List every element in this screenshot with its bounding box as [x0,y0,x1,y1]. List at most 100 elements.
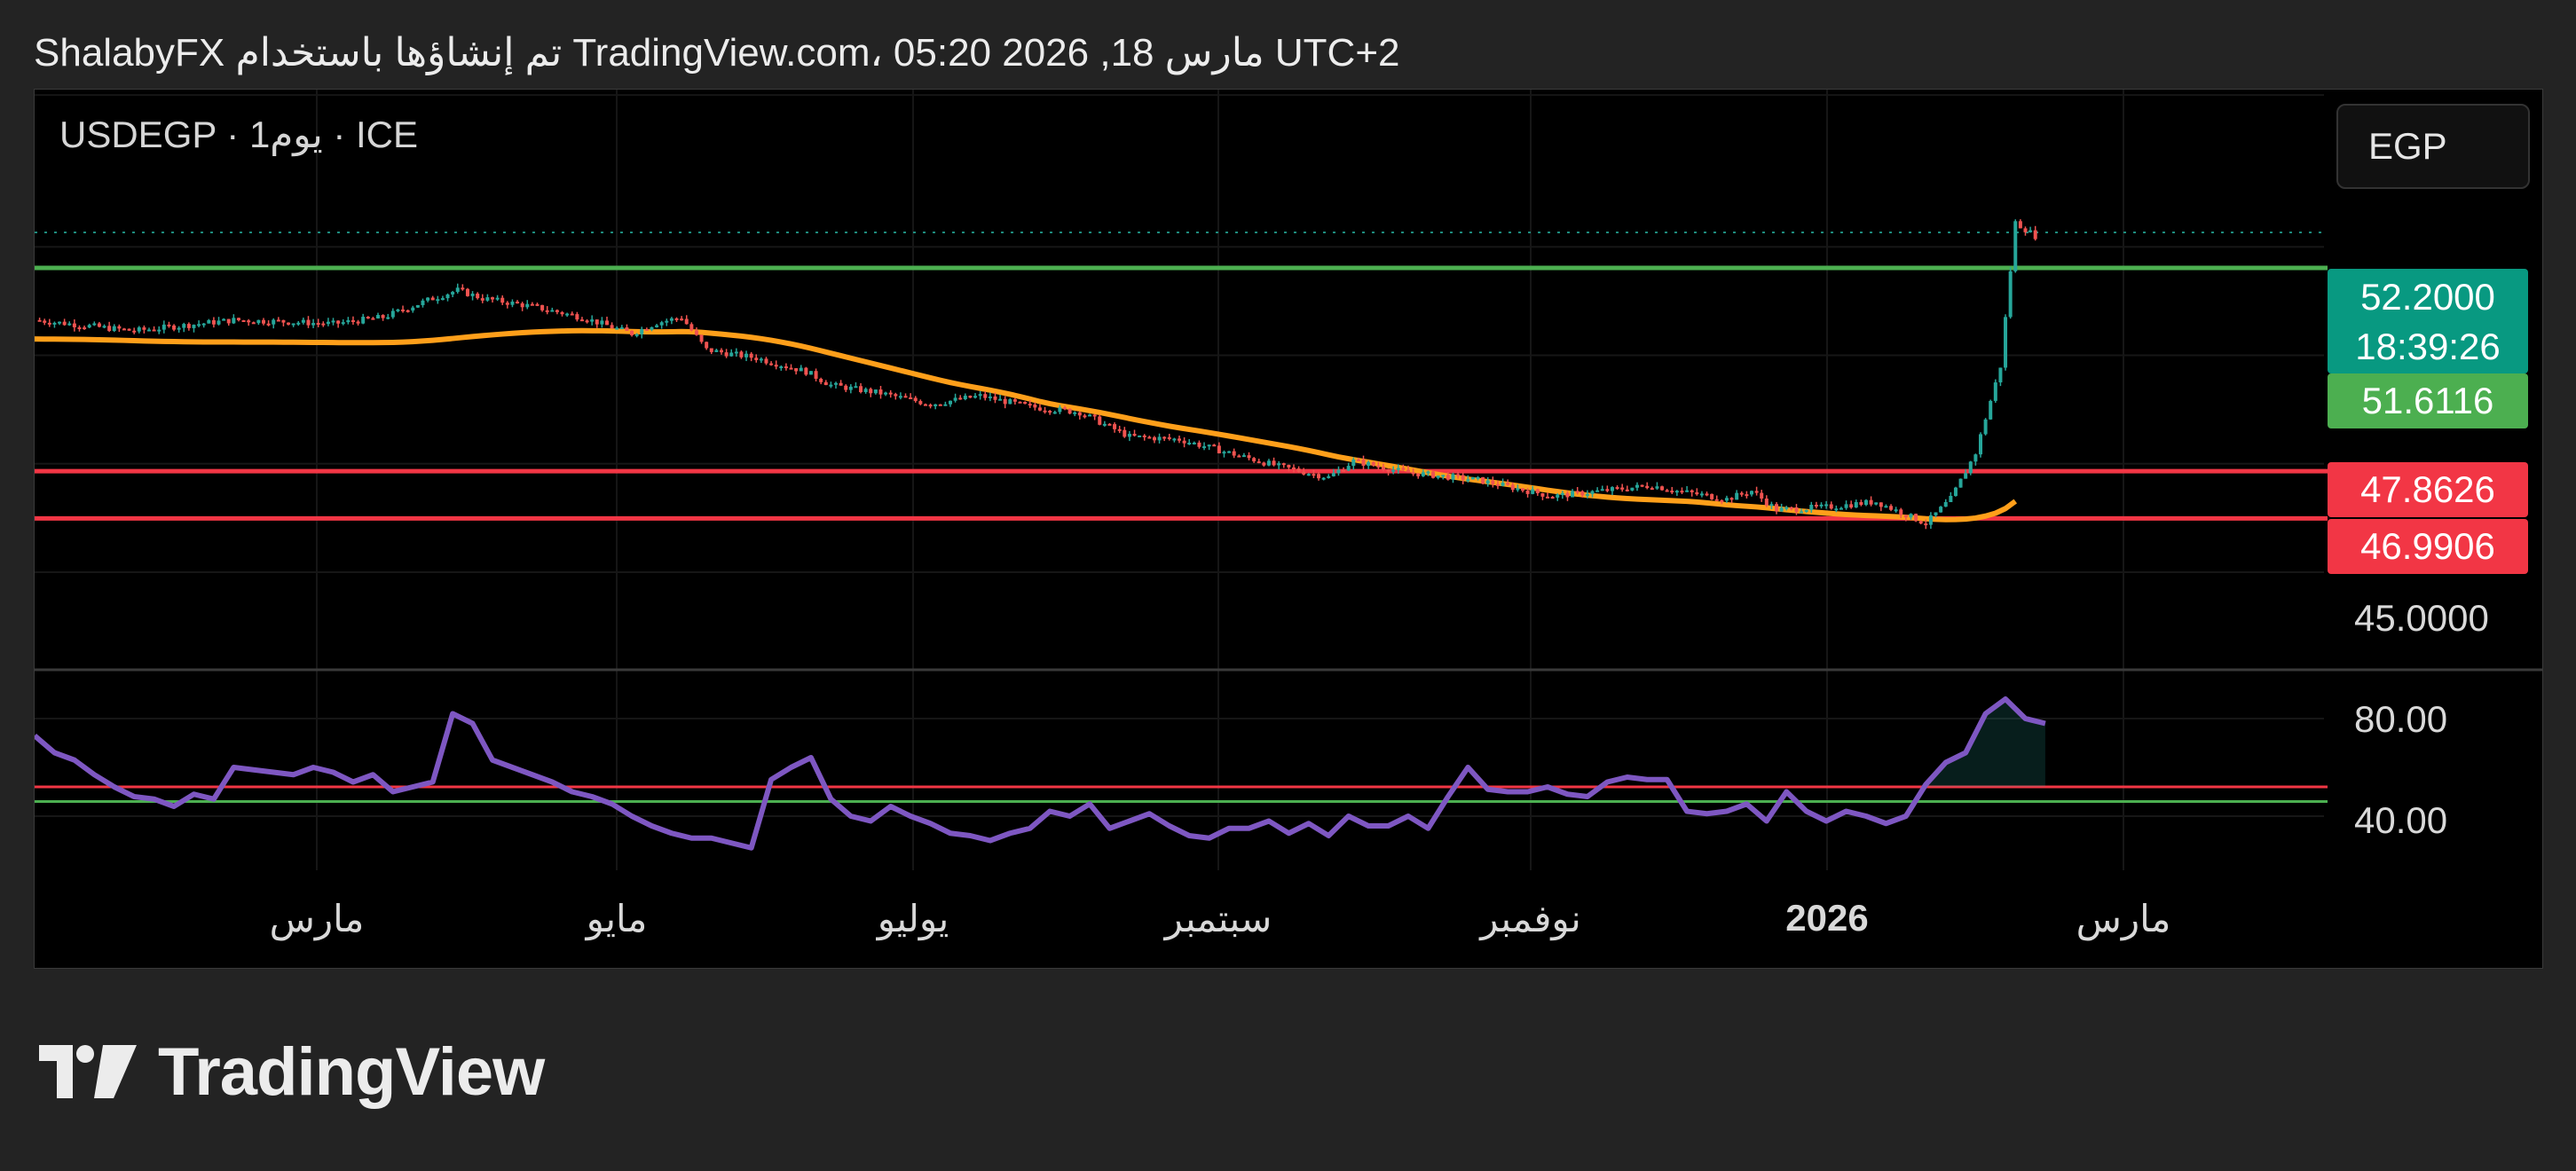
candle-body [1924,523,1928,526]
candle-body [390,310,395,318]
candle-body [1779,507,1784,512]
candle-body [1178,438,1181,441]
candle-body [241,319,246,322]
candle-body [1491,480,1495,484]
candle-body [769,363,774,365]
candle-body [1754,491,1759,493]
candle-body [371,318,375,320]
candle-body [1819,504,1824,507]
candle-body [1067,408,1072,414]
candle-body [1943,501,1948,507]
candle-body [1336,469,1341,474]
candle-body [1391,469,1396,472]
candle-body [1172,438,1177,441]
candle-body [585,320,589,323]
candle-body [968,396,973,398]
candle-body [47,322,51,325]
candle-body [296,322,301,325]
candle-body [1580,491,1585,496]
candle-body [1635,484,1639,488]
candle-body [1252,458,1256,462]
candle-body [1998,367,2003,383]
rsi-axis-label-40: 40.00 [2354,799,2448,841]
candle-body [749,353,753,358]
candle-body [1710,493,1714,499]
candle-body [1540,492,1545,497]
candle-body [476,294,480,299]
candle-body [1232,451,1236,456]
candle-body [1859,502,1863,506]
candle-body [2004,317,2008,368]
candle-body [1461,475,1465,481]
candle-body [1241,455,1246,458]
candle-body [669,318,674,321]
currency-button[interactable]: EGP [2336,104,2530,189]
candle-body [1266,460,1271,466]
candle-body [401,309,406,311]
candle-body [1600,489,1604,491]
candle-body [1849,504,1854,508]
candle-body [1720,499,1724,502]
candle-body [2029,230,2033,232]
candle-body [680,318,684,321]
candle-body [1550,497,1555,499]
candle-body [978,394,982,397]
chart-canvas[interactable] [35,90,2543,969]
time-label-september: سبتمبر [1164,898,1272,939]
candle-body [1117,428,1122,431]
candle-body [440,298,445,301]
candle-body [869,389,873,394]
candle-body [1571,491,1575,498]
candle-body [1222,452,1226,454]
candle-body [2023,228,2028,232]
candle-body [650,326,654,330]
tradingview-logo[interactable]: TradingView [39,1034,545,1110]
candle-body [226,318,231,324]
candle-body [1745,494,1749,497]
time-label-march: مارس [269,898,365,939]
candle-body [127,328,131,331]
candle-body [1157,436,1162,441]
candle-body [1441,475,1446,477]
candle-body [1113,424,1117,429]
candle-body [470,294,475,296]
candle-body [43,320,47,323]
candle-body [2008,271,2013,318]
candle-body [2033,230,2037,240]
candle-body [1789,507,1793,509]
candle-body [1212,444,1217,447]
candle-body [665,320,669,323]
candle-body [406,310,410,312]
candle-body [276,319,280,322]
chart-snapshot-header: ShalabyFX تم إنشاؤها باستخدام TradingVie… [34,31,1400,75]
candle-body [137,327,141,332]
candle-body [705,342,709,349]
candle-body [1088,414,1092,417]
candle-body [1406,469,1410,473]
candle-body [236,318,240,320]
candle-body [808,371,813,375]
candle-body [445,294,450,299]
candle-body [421,300,425,305]
candle-body [336,320,341,324]
candle-body [92,323,97,326]
candle-body [1928,515,1933,525]
candle-body [1829,504,1833,509]
candle-body [1401,468,1406,470]
candle-body [1426,471,1430,474]
candle-body [545,310,549,312]
candle-body [1874,502,1879,505]
chart-panel[interactable]: USDEGP · 1يوم · ICE EGP 52.2000 18:39:26… [34,89,2543,969]
candle-body [1048,411,1052,413]
candle-body [211,319,216,325]
candle-body [152,329,156,332]
candle-body [854,386,858,389]
candle-body [1615,487,1619,490]
candle-body [1361,460,1366,467]
candle-body [1889,506,1894,510]
time-label-may: مايو [586,898,648,939]
candle-body [550,310,555,312]
candle-body [485,297,490,301]
candle-body [894,394,898,397]
candle-body [132,330,137,333]
